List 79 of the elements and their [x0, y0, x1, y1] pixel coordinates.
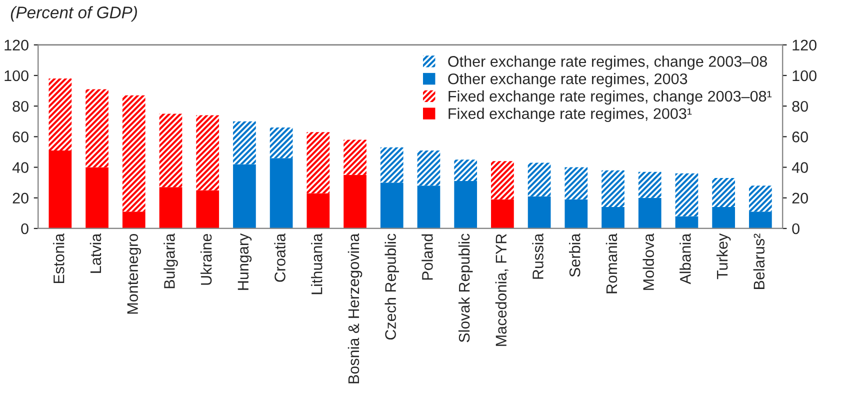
bar [528, 196, 551, 228]
bar [602, 207, 624, 228]
y-tick-label: 0 [21, 223, 28, 234]
bar [306, 193, 330, 228]
x-tick-label: Serbia [569, 233, 580, 277]
bar [344, 174, 366, 228]
bar [564, 167, 588, 200]
bar [491, 161, 514, 200]
x-tick-label: Slovak Republic [458, 234, 473, 342]
y-tick-label: 20 [12, 192, 28, 204]
bar [749, 186, 772, 212]
y2-tick-label: 80 [792, 100, 808, 112]
x-tick-label: Latvia [90, 233, 102, 273]
x-tick-label: Romania [606, 233, 618, 294]
bar [712, 178, 736, 208]
y-tick-label: 80 [12, 100, 28, 112]
x-tick-label: Bulgaria [164, 233, 178, 288]
bar [233, 164, 256, 228]
bar [86, 89, 108, 168]
chart-title: (Percent of GDP) [10, 6, 137, 22]
bar [233, 121, 256, 164]
bar [306, 132, 330, 194]
bar [675, 216, 698, 228]
bar [491, 199, 514, 228]
bar [417, 150, 440, 186]
y-tick-label: 60 [12, 132, 28, 142]
legend-label: Fixed exchange rate regimes, 2003¹ [448, 108, 692, 122]
bar [417, 186, 440, 228]
y-tick-label: 100 [4, 70, 28, 82]
bar [638, 172, 662, 198]
y2-tick-label: 20 [792, 192, 808, 204]
bar [638, 198, 662, 228]
bar [454, 181, 478, 228]
x-tick-label: Croatia [274, 233, 286, 282]
bar [122, 212, 146, 228]
y-tick-label: 120 [4, 40, 28, 51]
x-tick-label: Albania [680, 233, 691, 284]
x-tick-label: Estonia [53, 233, 64, 284]
bar [48, 78, 72, 150]
bar [749, 212, 772, 228]
x-tick-label: Turkey [716, 233, 731, 280]
legend-label: Other exchange rate regimes, 2003 [448, 73, 688, 88]
bar [564, 199, 588, 228]
bar [344, 140, 366, 175]
y2-tick-label: 60 [792, 132, 808, 142]
y-tick-label: 40 [12, 162, 28, 173]
bar [602, 170, 624, 208]
legend-label: Fixed exchange rate regimes, change 2003–08¹ [448, 90, 772, 105]
x-tick-label: Macedonia, FYR [495, 234, 508, 346]
bar [675, 173, 698, 216]
x-tick-label: Ukraine [200, 234, 212, 285]
legend-label: Other exchange rate regimes, change 2003–08 [448, 56, 767, 70]
x-tick-label: Czech Republic [384, 234, 400, 340]
bar [196, 115, 220, 190]
bar [528, 162, 551, 196]
x-tick-label: Russia [532, 233, 544, 279]
x-tick-label: Montenegro [127, 234, 142, 314]
y2-tick-label: 0 [792, 223, 800, 234]
y2-tick-label: 120 [792, 40, 816, 51]
y2-tick-label: 100 [792, 70, 816, 82]
x-tick-label: Moldova [642, 233, 654, 290]
bar [270, 158, 293, 228]
bar [712, 207, 736, 228]
y2-tick-label: 40 [792, 162, 808, 173]
x-tick-label: Hungary [238, 233, 252, 290]
bar [159, 187, 182, 228]
bar [270, 128, 293, 158]
x-tick-label: Lithuania [311, 233, 322, 294]
bar [380, 182, 404, 228]
x-tick-label: Bosnia & Herzegovina [348, 233, 362, 384]
x-tick-label: Belarus² [753, 234, 765, 289]
bar [48, 150, 72, 228]
x-tick-label: Poland [422, 234, 433, 280]
bar [196, 190, 220, 228]
bar [159, 114, 182, 188]
bar [454, 160, 478, 182]
bar [86, 167, 108, 228]
bar [122, 95, 146, 212]
bar [380, 147, 404, 183]
